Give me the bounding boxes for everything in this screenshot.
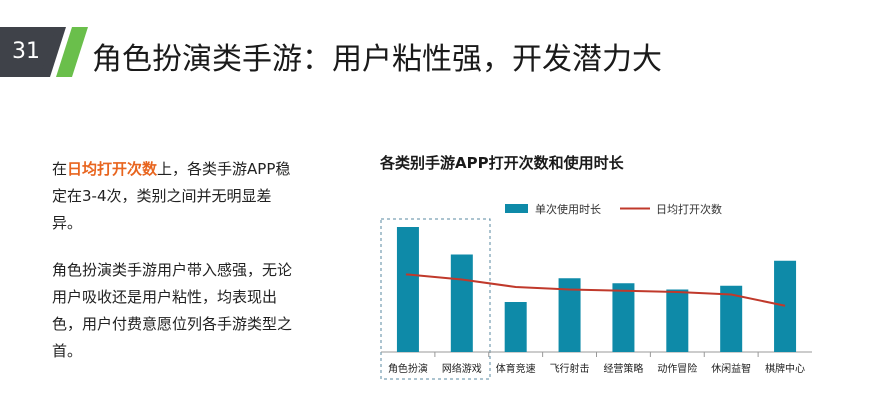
bar-7 [720, 285, 743, 352]
p1-prefix: 在 [52, 160, 68, 178]
x-tick-label-3: 体育竞速 [496, 362, 536, 375]
p1-suffix: 上，各类手游APP稳定在3-4次，类别之间并无明显差异。 [52, 160, 291, 232]
slash-green-shape [56, 27, 88, 77]
paragraph-1: 在日均打开次数上，各类手游APP稳定在3-4次，类别之间并无明显差异。 [52, 156, 300, 237]
x-tick-label-8: 棋牌中心 [765, 362, 805, 375]
bar-3 [504, 302, 527, 352]
bar-5 [612, 283, 635, 352]
legend-bar-label: 单次使用时长 [535, 202, 601, 216]
bar-4 [558, 278, 581, 352]
bar-6 [666, 289, 689, 352]
x-tick-label-5: 经营策略 [603, 362, 643, 375]
bar-2 [450, 254, 473, 352]
series-line-daily-opens [405, 273, 786, 307]
description-text: 在日均打开次数上，各类手游APP稳定在3-4次，类别之间并无明显差异。 角色扮演… [52, 156, 300, 385]
chart-title: 各类别手游APP打开次数和使用时长 [380, 154, 624, 172]
legend-bar-swatch [505, 204, 528, 213]
paragraph-2: 角色扮演类手游用户带入感强，无论用户吸收还是用户粘性，均表现出色，用户付费意愿位… [52, 261, 293, 360]
p1-highlight: 日均打开次数 [67, 160, 158, 178]
slash-decoration [40, 27, 88, 77]
ticks-group [434, 352, 759, 357]
bar-8 [774, 260, 797, 352]
highlight-box [380, 218, 491, 380]
x-tick-label-1: 角色扮演 [388, 362, 428, 375]
x-tick-label-7: 休闲益智 [711, 362, 751, 375]
bars-group [396, 227, 797, 352]
x-tick-label-6: 动作冒险 [657, 362, 697, 375]
legend-line-label: 日均打开次数 [656, 202, 722, 216]
x-labels-group: 角色扮演 网络游戏 体育竞速 飞行射击 经营策略 动作冒险 休闲益智 棋牌中心 [388, 362, 805, 375]
chart-legend: 单次使用时长 日均打开次数 [505, 202, 722, 216]
page-title: 角色扮演类手游：用户粘性强，开发潜力大 [92, 42, 662, 77]
x-tick-label-4: 飞行射击 [550, 362, 590, 375]
bar-1 [396, 227, 419, 352]
x-tick-label-2: 网络游戏 [442, 362, 482, 375]
slide-number: 31 [12, 39, 40, 64]
